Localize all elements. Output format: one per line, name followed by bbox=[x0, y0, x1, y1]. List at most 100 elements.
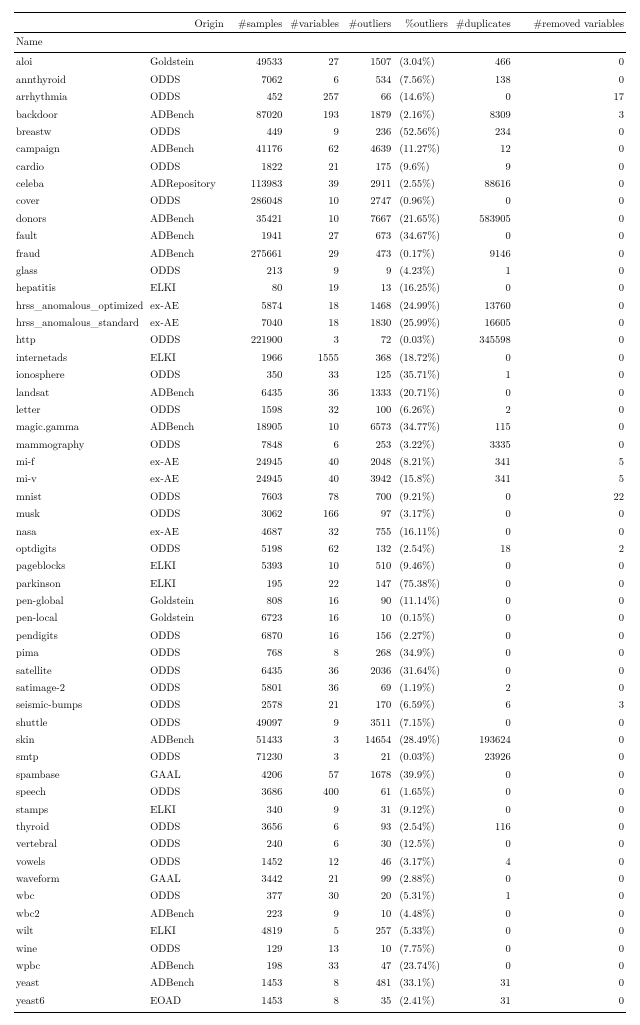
cell-variables: 3 bbox=[284, 748, 341, 765]
cell-name: magic.gamma bbox=[14, 418, 148, 435]
cell-dup: 0 bbox=[450, 383, 513, 400]
cell-origin: ADBench bbox=[148, 905, 226, 922]
cell-variables: 40 bbox=[284, 470, 341, 487]
cell-samples: 3686 bbox=[226, 783, 285, 800]
cell-origin: ODDS bbox=[148, 627, 226, 644]
cell-outliers: 1678 bbox=[341, 766, 393, 783]
cell-dup: 0 bbox=[450, 957, 513, 974]
cell-name: hepatitis bbox=[14, 279, 148, 296]
cell-rem: 0 bbox=[513, 957, 626, 974]
cell-origin: ODDS bbox=[148, 401, 226, 418]
cell-rem: 0 bbox=[513, 53, 626, 71]
table-row: speechODDS368640061(1.65%)00 bbox=[14, 783, 626, 800]
table-row: pimaODDS7688268(34.9%)00 bbox=[14, 644, 626, 661]
cell-dup: 1 bbox=[450, 262, 513, 279]
cell-origin: ODDS bbox=[148, 835, 226, 852]
cell-pct: (24.99%) bbox=[393, 296, 450, 313]
cell-rem: 0 bbox=[513, 314, 626, 331]
cell-name: glass bbox=[14, 262, 148, 279]
cell-outliers: 10 bbox=[341, 609, 393, 626]
cell-rem: 0 bbox=[513, 401, 626, 418]
cell-origin: ODDS bbox=[148, 661, 226, 678]
cell-pct: (0.03%) bbox=[393, 331, 450, 348]
cell-origin: ODDS bbox=[148, 783, 226, 800]
cell-dup: 31 bbox=[450, 991, 513, 1012]
cell-rem: 17 bbox=[513, 88, 626, 105]
cell-rem: 0 bbox=[513, 192, 626, 209]
cell-rem: 0 bbox=[513, 279, 626, 296]
cell-rem: 0 bbox=[513, 71, 626, 88]
cell-outliers: 268 bbox=[341, 644, 393, 661]
cell-name: wbc2 bbox=[14, 905, 148, 922]
cell-outliers: 97 bbox=[341, 505, 393, 522]
cell-pct: (12.5%) bbox=[393, 835, 450, 852]
cell-variables: 8 bbox=[284, 991, 341, 1012]
table-row: hrss_anomalous_standardex-AE7040181830(2… bbox=[14, 314, 626, 331]
cell-name: pendigits bbox=[14, 627, 148, 644]
cell-outliers: 473 bbox=[341, 244, 393, 261]
cell-rem: 0 bbox=[513, 210, 626, 227]
cell-samples: 3442 bbox=[226, 870, 285, 887]
cell-name: stamps bbox=[14, 800, 148, 817]
table-row: satimage-2ODDS58013669(1.19%)20 bbox=[14, 679, 626, 696]
cell-pct: (16.25%) bbox=[393, 279, 450, 296]
cell-name: letter bbox=[14, 401, 148, 418]
cell-rem: 0 bbox=[513, 922, 626, 939]
cell-samples: 1966 bbox=[226, 349, 285, 366]
cell-name: celeba bbox=[14, 175, 148, 192]
cell-variables: 257 bbox=[284, 88, 341, 105]
cell-samples: 808 bbox=[226, 592, 285, 609]
cell-pct: (33.1%) bbox=[393, 974, 450, 991]
cell-rem: 0 bbox=[513, 296, 626, 313]
cell-origin: ADBench bbox=[148, 105, 226, 122]
cell-rem: 0 bbox=[513, 783, 626, 800]
table-row: cardioODDS182221175(9.6%)90 bbox=[14, 157, 626, 174]
cell-origin: ODDS bbox=[148, 644, 226, 661]
table-row: waveformGAAL34422199(2.88%)00 bbox=[14, 870, 626, 887]
cell-name: arrhythmia bbox=[14, 88, 148, 105]
cell-samples: 5393 bbox=[226, 557, 285, 574]
cell-outliers: 3942 bbox=[341, 470, 393, 487]
cell-origin: GAAL bbox=[148, 870, 226, 887]
cell-origin: ELKI bbox=[148, 922, 226, 939]
cell-variables: 36 bbox=[284, 679, 341, 696]
cell-origin: ADBench bbox=[148, 957, 226, 974]
cell-outliers: 1879 bbox=[341, 105, 393, 122]
table-row: pendigitsODDS687016156(2.27%)00 bbox=[14, 627, 626, 644]
cell-outliers: 93 bbox=[341, 818, 393, 835]
cell-dup: 2 bbox=[450, 401, 513, 418]
col-removed: #removed variables bbox=[513, 13, 626, 33]
cell-name: smtp bbox=[14, 748, 148, 765]
cell-samples: 286048 bbox=[226, 192, 285, 209]
cell-pct: (6.59%) bbox=[393, 696, 450, 713]
cell-rem: 0 bbox=[513, 522, 626, 539]
cell-outliers: 90 bbox=[341, 592, 393, 609]
cell-origin: Goldstein bbox=[148, 609, 226, 626]
cell-variables: 9 bbox=[284, 905, 341, 922]
cell-pct: (4.48%) bbox=[393, 905, 450, 922]
cell-origin: ex-AE bbox=[148, 522, 226, 539]
cell-pct: (75.38%) bbox=[393, 574, 450, 591]
cell-variables: 10 bbox=[284, 210, 341, 227]
cell-origin: EOAD bbox=[148, 991, 226, 1012]
cell-name: hrss_anomalous_optimized bbox=[14, 296, 148, 313]
cell-pct: (2.41%) bbox=[393, 991, 450, 1012]
cell-samples: 2578 bbox=[226, 696, 285, 713]
cell-origin: ODDS bbox=[148, 818, 226, 835]
cell-samples: 49533 bbox=[226, 53, 285, 71]
cell-pct: (1.19%) bbox=[393, 679, 450, 696]
cell-variables: 16 bbox=[284, 627, 341, 644]
table-row: letterODDS159832100(6.26%)20 bbox=[14, 401, 626, 418]
cell-dup: 583905 bbox=[450, 210, 513, 227]
table-row: internetadsELKI19661555368(18.72%)00 bbox=[14, 349, 626, 366]
cell-outliers: 368 bbox=[341, 349, 393, 366]
col-duplicates: #duplicates bbox=[450, 13, 513, 33]
cell-pct: (15.8%) bbox=[393, 470, 450, 487]
cell-pct: (4.23%) bbox=[393, 262, 450, 279]
cell-pct: (23.74%) bbox=[393, 957, 450, 974]
table-row: vertebralODDS240630(12.5%)00 bbox=[14, 835, 626, 852]
cell-pct: (2.54%) bbox=[393, 540, 450, 557]
cell-samples: 4819 bbox=[226, 922, 285, 939]
cell-samples: 198 bbox=[226, 957, 285, 974]
cell-dup: 0 bbox=[450, 592, 513, 609]
